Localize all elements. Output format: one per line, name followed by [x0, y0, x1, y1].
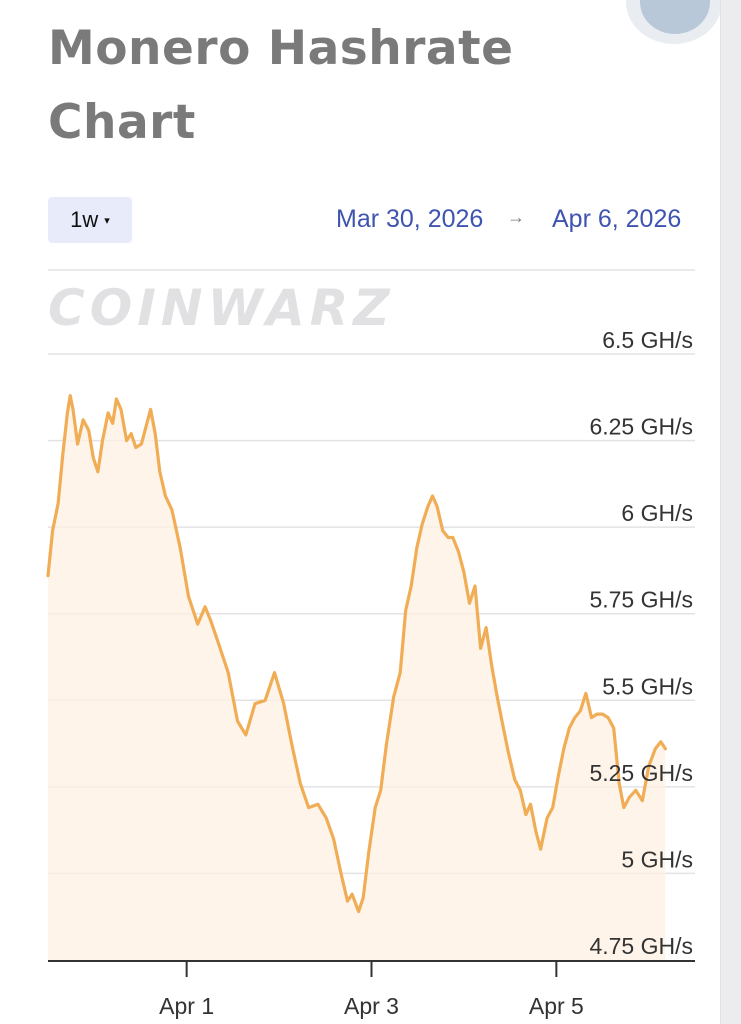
x-tick-label-2: Apr 5 — [529, 993, 584, 1019]
chart-card: Monero Hashrate Chart 1w ▾ Mar 30, 2026 … — [0, 0, 721, 1024]
series-area — [48, 395, 666, 961]
end-date[interactable]: Apr 6, 2026 — [552, 205, 682, 233]
coinwarz-watermark: COINWARZ — [48, 279, 395, 337]
y-tick-label-2: 6 GH/s — [621, 500, 693, 526]
y-tick-label-0: 6.5 GH/s — [602, 327, 693, 353]
y-tick-label-6: 5 GH/s — [621, 846, 693, 872]
arrow-right-icon: → — [507, 207, 525, 227]
y-tick-label-4: 5.5 GH/s — [602, 673, 693, 699]
y-tick-label-7: 4.75 GH/s — [589, 933, 693, 959]
hashrate-chart: 6.5 GH/s 6.25 GH/s 6 GH/s 5.75 GH/s 5.5 GH/s… — [46, 269, 695, 1019]
range-select-label: 1w — [70, 207, 99, 232]
start-date[interactable]: Mar 30, 2026 — [336, 205, 484, 233]
range-select-button[interactable]: 1w ▾ — [48, 197, 132, 243]
page-title: Monero Hashrate Chart — [48, 21, 514, 150]
series-line — [46, 394, 667, 914]
x-tick-label-0: Apr 1 — [159, 993, 214, 1019]
y-tick-label-3: 5.75 GH/s — [589, 587, 693, 613]
y-tick-label-5: 5.25 GH/s — [589, 760, 693, 786]
x-tick-label-1: Apr 3 — [344, 993, 399, 1019]
chevron-down-icon: ▾ — [104, 214, 110, 227]
y-tick-label-1: 6.25 GH/s — [589, 414, 693, 440]
